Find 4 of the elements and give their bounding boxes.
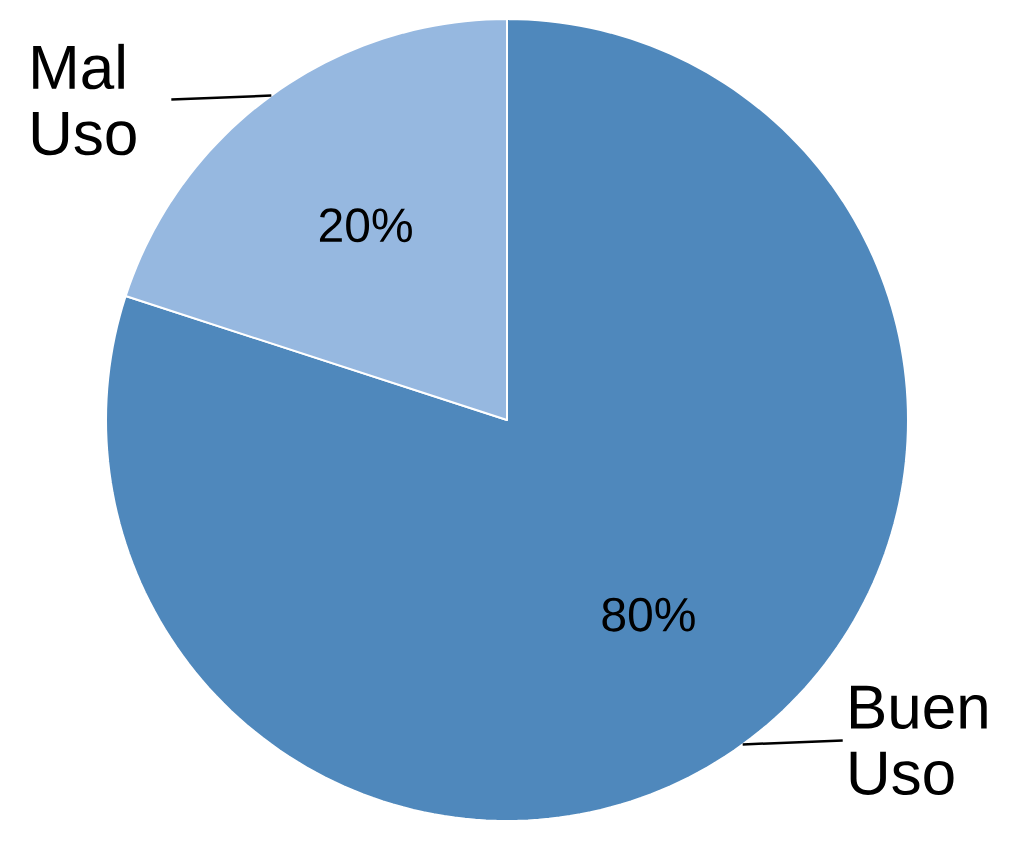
data-label: 80% <box>602 597 695 632</box>
data-label: 20% <box>319 208 412 243</box>
slice-label: Mal Uso <box>32 43 136 156</box>
slice-label: Buen Uso <box>850 685 987 796</box>
